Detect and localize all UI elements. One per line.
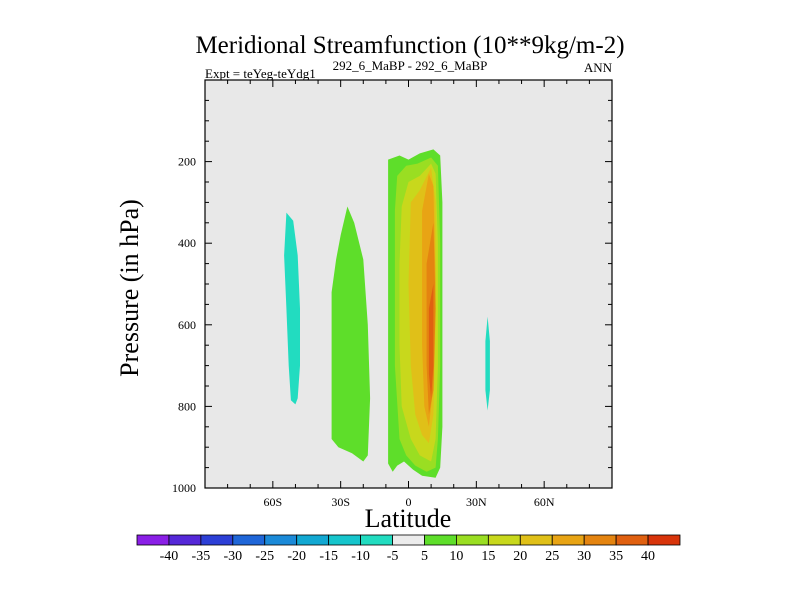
colorbar-swatch bbox=[424, 534, 457, 546]
colorbar-label: -5 bbox=[387, 549, 399, 564]
axis-ticks bbox=[204, 79, 613, 489]
y-tick-labels: 200 400 600 800 1000 bbox=[172, 155, 196, 495]
contour-region-2 bbox=[331, 206, 371, 462]
colorbar-label: 20 bbox=[513, 549, 527, 564]
colorbar-label: -25 bbox=[255, 549, 274, 564]
plot-frame bbox=[204, 79, 613, 489]
colorbar-swatch bbox=[456, 534, 489, 546]
x-tick-label: 30S bbox=[331, 495, 350, 509]
colorbar-label: 35 bbox=[609, 549, 623, 564]
x-tick-label: 0 bbox=[406, 495, 412, 509]
y-axis-title: Pressure (in hPa) bbox=[115, 199, 144, 377]
colorbar-label: -35 bbox=[192, 549, 211, 564]
subtitle-comparison: 292_6_MaBP - 292_6_MaBP bbox=[333, 58, 488, 73]
y-tick-label: 600 bbox=[178, 318, 196, 332]
subtitle-experiment: Expt = teYeg-teYdg1 bbox=[205, 66, 316, 81]
colorbar-label: 15 bbox=[481, 549, 495, 564]
colorbar-label: -15 bbox=[319, 549, 338, 564]
contour-fills bbox=[284, 149, 490, 478]
colorbar-swatch bbox=[264, 534, 298, 546]
chart-title: Meridional Streamfunction (10**9kg/m-2) bbox=[195, 32, 624, 59]
contour-region-1 bbox=[284, 212, 300, 405]
colorbar-swatch bbox=[168, 534, 202, 546]
colorbar-label: 30 bbox=[577, 549, 591, 564]
colorbar-swatch bbox=[200, 534, 234, 546]
contour-region-10 bbox=[485, 316, 490, 411]
colorbar-swatch bbox=[615, 534, 649, 546]
y-tick-label: 1000 bbox=[172, 481, 196, 495]
colorbar-swatch bbox=[583, 534, 617, 546]
x-tick-labels: 60S 30S 0 30N 60N bbox=[263, 495, 554, 509]
colorbar-swatch bbox=[232, 534, 266, 546]
x-tick-label: 60N bbox=[534, 495, 555, 509]
colorbar-label: -30 bbox=[223, 549, 242, 564]
y-tick-label: 400 bbox=[178, 236, 196, 250]
colorbar-label: 25 bbox=[545, 549, 559, 564]
colorbar-swatch bbox=[551, 534, 585, 546]
x-tick-label: 60S bbox=[263, 495, 282, 509]
colorbar-swatch bbox=[296, 534, 330, 546]
x-tick-label: 30N bbox=[466, 495, 487, 509]
colorbar-swatch bbox=[647, 534, 681, 546]
colorbar-label: -10 bbox=[351, 549, 370, 564]
colorbar-labels: -40 -35 -30 -25 -20 -15 -10 -5 5 10 15 20 25 30 35 40 bbox=[160, 549, 655, 564]
colorbar-swatch bbox=[328, 534, 361, 546]
colorbar bbox=[136, 534, 681, 546]
y-tick-label: 200 bbox=[178, 155, 196, 169]
colorbar-label: 5 bbox=[421, 549, 428, 564]
colorbar-swatch bbox=[136, 534, 170, 546]
subtitle-season: ANN bbox=[584, 60, 613, 75]
colorbar-swatch bbox=[519, 534, 553, 546]
colorbar-swatch bbox=[392, 534, 425, 546]
colorbar-label: -40 bbox=[160, 549, 179, 564]
y-tick-label: 800 bbox=[178, 399, 196, 413]
contour-region-9 bbox=[428, 284, 434, 399]
colorbar-label: 10 bbox=[449, 549, 463, 564]
x-axis-title: Latitude bbox=[365, 504, 452, 533]
colorbar-label: 40 bbox=[641, 549, 655, 564]
colorbar-swatch bbox=[360, 534, 393, 546]
colorbar-label: -20 bbox=[287, 549, 306, 564]
colorbar-swatch bbox=[487, 534, 521, 546]
